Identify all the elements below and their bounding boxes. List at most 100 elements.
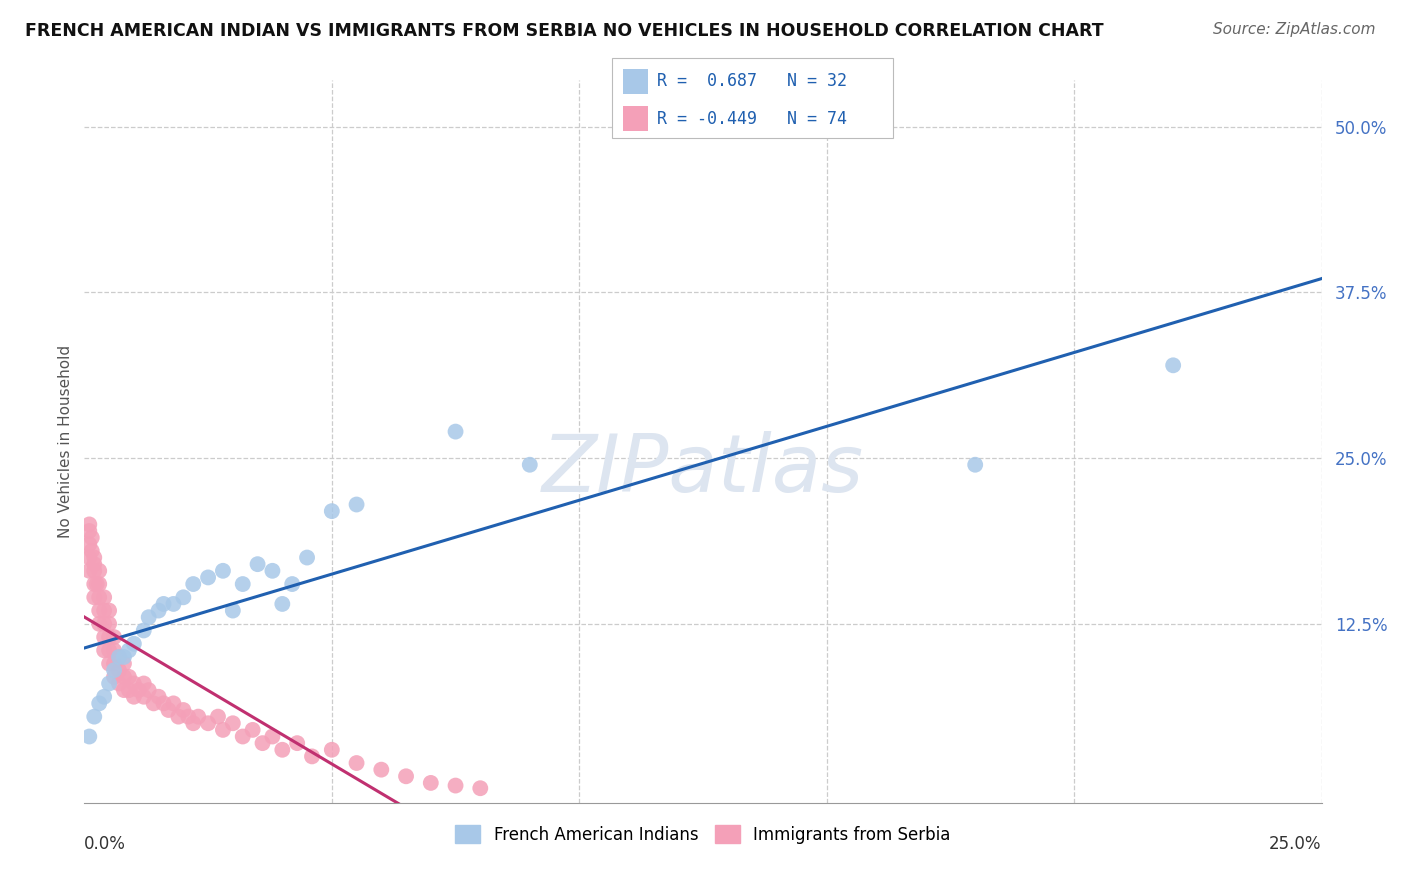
Point xyxy=(108,663,131,677)
Point xyxy=(108,676,131,690)
Point xyxy=(444,425,467,439)
Point xyxy=(93,690,115,704)
Point xyxy=(395,769,418,783)
Point xyxy=(262,730,284,744)
Point xyxy=(152,697,174,711)
Point xyxy=(79,537,101,551)
Point xyxy=(172,591,194,605)
Point xyxy=(138,683,160,698)
Point xyxy=(98,657,121,671)
Point xyxy=(242,723,264,737)
Point xyxy=(181,577,204,591)
Point xyxy=(152,597,174,611)
Point xyxy=(167,709,190,723)
Point xyxy=(93,603,115,617)
Legend: French American Indians, Immigrants from Serbia: French American Indians, Immigrants from… xyxy=(450,821,956,848)
Point xyxy=(103,670,125,684)
Point xyxy=(89,564,111,578)
Point xyxy=(83,557,105,571)
Point xyxy=(112,657,135,671)
Point xyxy=(281,577,304,591)
Point xyxy=(122,676,145,690)
Point xyxy=(86,577,108,591)
Point xyxy=(122,637,145,651)
Point xyxy=(370,763,392,777)
Point xyxy=(103,630,125,644)
Point xyxy=(162,697,184,711)
Text: 0.0%: 0.0% xyxy=(84,835,127,854)
Point xyxy=(419,776,441,790)
Point xyxy=(271,743,294,757)
Point xyxy=(157,703,180,717)
Point xyxy=(112,683,135,698)
Point xyxy=(98,676,121,690)
Point xyxy=(197,570,219,584)
Text: R =  0.687   N = 32: R = 0.687 N = 32 xyxy=(657,72,846,90)
Point xyxy=(148,603,170,617)
Point xyxy=(118,643,141,657)
Point xyxy=(89,616,111,631)
Point xyxy=(112,670,135,684)
Point xyxy=(142,697,165,711)
Point xyxy=(132,624,155,638)
Point xyxy=(295,550,318,565)
Point xyxy=(98,616,121,631)
Point xyxy=(132,676,155,690)
Point xyxy=(89,591,111,605)
Point xyxy=(132,690,155,704)
Point xyxy=(83,577,105,591)
Point xyxy=(271,597,294,611)
Point xyxy=(346,756,368,770)
Point xyxy=(112,650,135,665)
Point xyxy=(79,564,101,578)
Point xyxy=(128,683,150,698)
Point xyxy=(1161,359,1184,373)
Text: ZIPatlas: ZIPatlas xyxy=(541,432,865,509)
Point xyxy=(187,709,209,723)
Point xyxy=(79,524,101,538)
Point xyxy=(138,610,160,624)
Point xyxy=(262,564,284,578)
Point xyxy=(321,743,343,757)
Text: 25.0%: 25.0% xyxy=(1270,835,1322,854)
Point xyxy=(83,564,105,578)
Point xyxy=(118,670,141,684)
Text: R = -0.449   N = 74: R = -0.449 N = 74 xyxy=(657,110,846,128)
Point xyxy=(93,591,115,605)
Text: FRENCH AMERICAN INDIAN VS IMMIGRANTS FROM SERBIA NO VEHICLES IN HOUSEHOLD CORREL: FRENCH AMERICAN INDIAN VS IMMIGRANTS FRO… xyxy=(25,22,1104,40)
Point xyxy=(118,683,141,698)
Point xyxy=(89,697,111,711)
Point xyxy=(222,716,245,731)
Point xyxy=(232,577,254,591)
Point xyxy=(93,643,115,657)
Y-axis label: No Vehicles in Household: No Vehicles in Household xyxy=(58,345,73,538)
Point xyxy=(83,550,105,565)
Point xyxy=(108,650,131,665)
Point xyxy=(98,603,121,617)
Point xyxy=(246,557,269,571)
Point xyxy=(98,630,121,644)
Text: Source: ZipAtlas.com: Source: ZipAtlas.com xyxy=(1212,22,1375,37)
Point xyxy=(79,730,101,744)
Point xyxy=(285,736,308,750)
Point xyxy=(172,703,194,717)
Point xyxy=(212,564,235,578)
Point xyxy=(79,550,101,565)
Point xyxy=(83,591,105,605)
Point xyxy=(470,781,492,796)
Point xyxy=(212,723,235,737)
Point xyxy=(108,650,131,665)
Point xyxy=(148,690,170,704)
Point xyxy=(103,663,125,677)
Point xyxy=(79,517,101,532)
Point xyxy=(80,544,103,558)
Point xyxy=(346,498,368,512)
Point xyxy=(519,458,541,472)
Point xyxy=(83,709,105,723)
Point xyxy=(222,603,245,617)
Point xyxy=(207,709,229,723)
Point xyxy=(93,630,115,644)
Point xyxy=(80,531,103,545)
Point xyxy=(181,716,204,731)
Point xyxy=(321,504,343,518)
